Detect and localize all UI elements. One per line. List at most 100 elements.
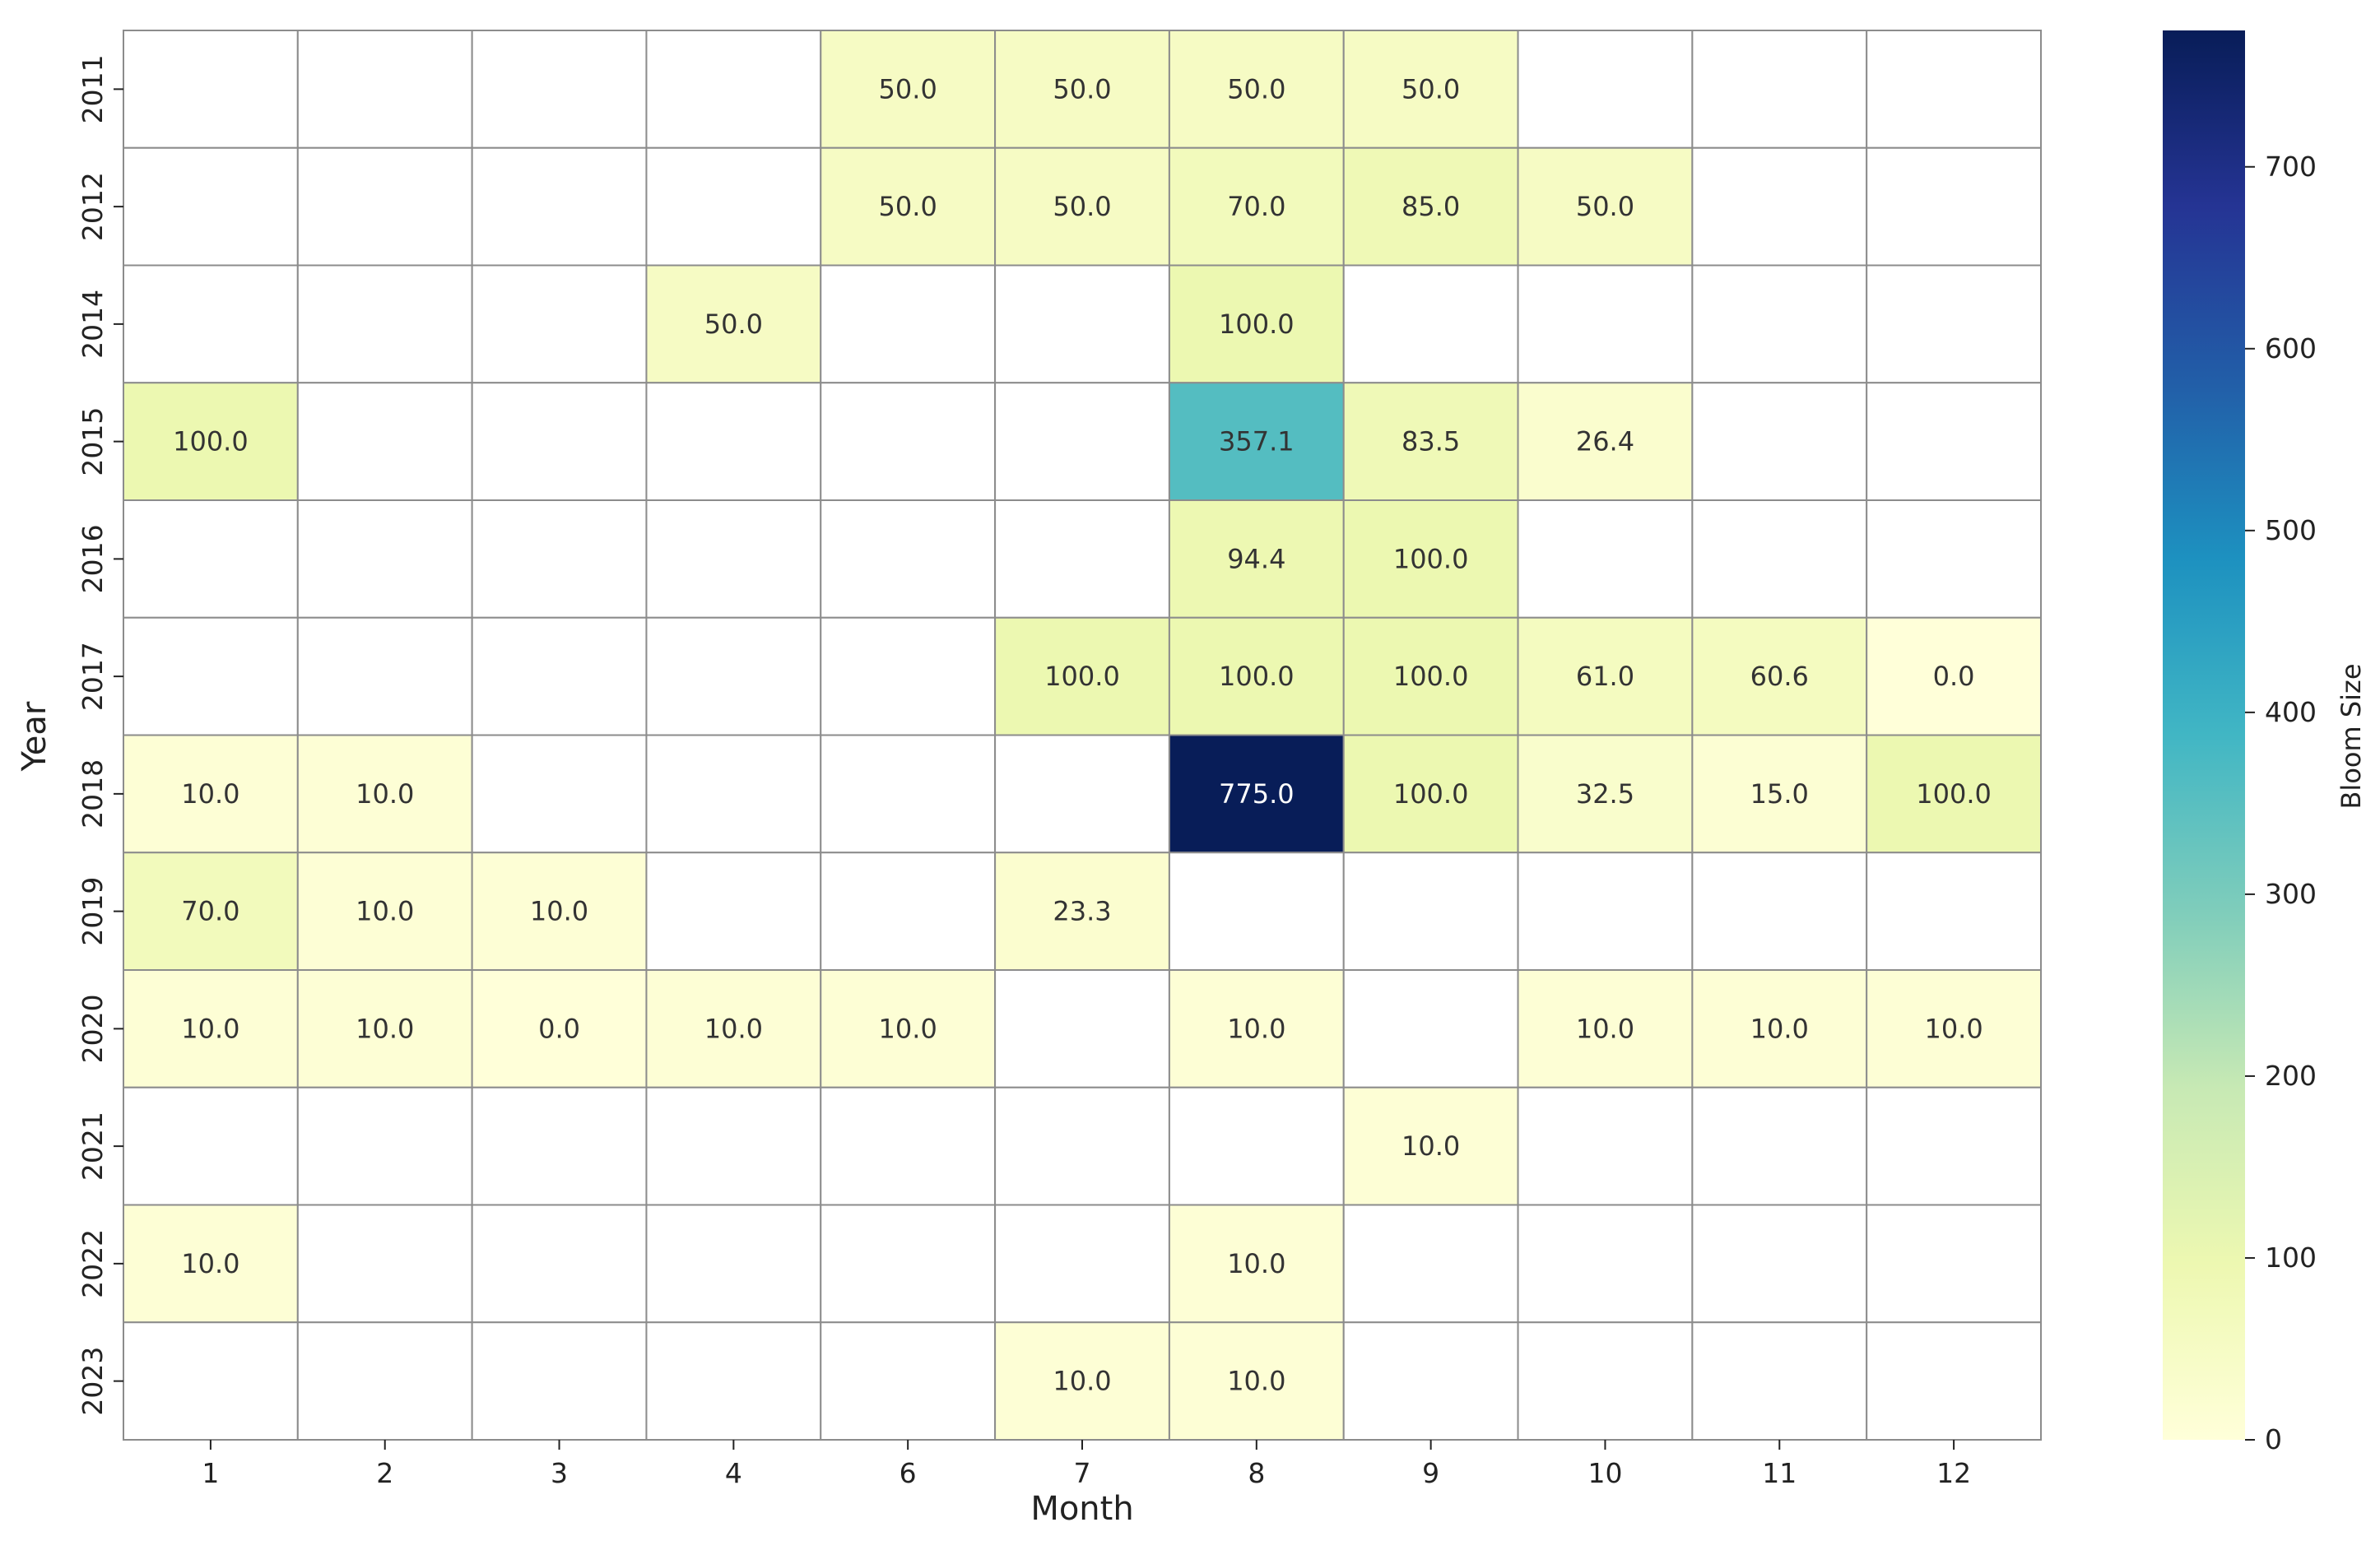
heatmap-cell-empty	[296, 30, 473, 149]
cell-value-label: 23.3	[1053, 896, 1111, 927]
x-tick-label: 7	[1074, 1457, 1091, 1489]
cell-value-label: 94.4	[1227, 543, 1285, 574]
heatmap-cell-empty	[820, 616, 997, 736]
heatmap-cell-empty	[123, 30, 299, 149]
heatmap-cell-empty	[471, 1321, 648, 1441]
heatmap-cell-empty	[1691, 499, 1868, 619]
heatmap-cell	[1342, 734, 1519, 854]
x-tick-label: 2	[376, 1457, 393, 1489]
heatmap-cell-empty	[471, 1086, 648, 1206]
heatmap-cell	[1517, 734, 1694, 854]
heatmap-cell	[1168, 969, 1345, 1088]
heatmap-cell-empty	[1691, 1321, 1868, 1441]
cell-value-label: 10.0	[1227, 1013, 1285, 1044]
cell-value-label: 50.0	[879, 191, 937, 222]
heatmap-cell-empty	[1517, 30, 1694, 149]
heatmap-cell-empty	[1691, 1204, 1868, 1324]
heatmap-cell-empty	[1866, 1086, 2043, 1206]
cell-value-label: 775.0	[1219, 778, 1295, 810]
x-axis-title: Month	[1030, 1490, 1133, 1528]
cell-value-label: 10.0	[704, 1013, 763, 1044]
heatmap-cell-empty	[645, 1204, 822, 1324]
heatmap-cell-empty	[296, 264, 473, 384]
heatmap-cell-empty	[471, 146, 648, 267]
heatmap-cell	[1691, 734, 1868, 854]
heatmap-cell-empty	[123, 616, 299, 736]
heatmap-cell-empty	[820, 734, 997, 854]
heatmap-cell	[296, 969, 473, 1088]
cell-value-label: 50.0	[1053, 73, 1111, 104]
heatmap-cell	[820, 30, 997, 149]
heatmap-cell	[1342, 616, 1519, 736]
y-tick-label: 2014	[77, 290, 109, 359]
heatmap-cell-empty	[1691, 30, 1868, 149]
cell-value-label: 70.0	[181, 896, 239, 927]
x-tick-label: 3	[551, 1457, 568, 1489]
cell-value-label: 10.0	[1227, 1248, 1285, 1279]
heatmap-cell	[296, 734, 473, 854]
cell-value-label: 26.4	[1576, 426, 1634, 457]
heatmap-cell-empty	[820, 499, 997, 619]
heatmap-cell-empty	[296, 499, 473, 619]
heatmap-cell-empty	[123, 264, 299, 384]
heatmap-cell-empty	[994, 1086, 1170, 1206]
heatmap-cell	[994, 1321, 1170, 1441]
cell-value-label: 10.0	[1576, 1013, 1634, 1044]
cell-value-label: 10.0	[356, 896, 414, 927]
heatmap-cell-empty	[1342, 969, 1519, 1088]
cell-value-label: 100.0	[1219, 661, 1295, 692]
cell-value-label: 10.0	[530, 896, 588, 927]
heatmap-cell-empty	[1517, 1321, 1694, 1441]
colorbar-gradient	[2163, 30, 2245, 1440]
cell-value-label: 50.0	[1576, 191, 1634, 222]
heatmap-cell-empty	[1866, 1321, 2043, 1441]
cell-value-label: 50.0	[704, 309, 763, 340]
heatmap-cell-empty	[1866, 1204, 2043, 1324]
x-tick-label: 8	[1248, 1457, 1265, 1489]
x-tick-label: 12	[1936, 1457, 1971, 1489]
colorbar-tick-label: 700	[2265, 151, 2317, 183]
colorbar-tick-label: 300	[2265, 878, 2317, 910]
heatmap-cell-empty	[1866, 146, 2043, 267]
heatmap-cell-empty	[471, 30, 648, 149]
heatmap-cell	[820, 969, 997, 1088]
heatmap-cell	[123, 852, 299, 971]
heatmap-cell-empty	[994, 734, 1170, 854]
heatmap-cell-empty	[123, 1321, 299, 1441]
y-tick-label: 2019	[77, 877, 109, 946]
heatmap-cell	[994, 146, 1170, 267]
heatmap-cell	[1168, 1321, 1345, 1441]
heatmap-cell	[645, 969, 822, 1088]
colorbar-tick-label: 100	[2265, 1242, 2317, 1274]
heatmap-cell-empty	[1342, 1321, 1519, 1441]
x-tick-label: 9	[1422, 1457, 1439, 1489]
y-tick-label: 2012	[77, 172, 109, 241]
heatmap-cells: 50.0 50.0 50.0 50.0 50.0 50.0 70.0 85.0 50.0 50.0…	[123, 30, 2043, 1441]
heatmap-cell-empty	[994, 382, 1170, 501]
heatmap-cell-empty	[1691, 852, 1868, 971]
heatmap-cell-empty	[296, 146, 473, 267]
cell-value-label: 50.0	[1227, 73, 1285, 104]
cell-value-label: 10.0	[181, 778, 239, 810]
cell-value-label: 10.0	[879, 1013, 937, 1044]
heatmap-cell-empty	[1866, 30, 2043, 149]
heatmap-cell-empty	[645, 1321, 822, 1441]
colorbar-title: Bloom Size	[2336, 663, 2367, 809]
heatmap-cell-empty	[820, 1321, 997, 1441]
heatmap-cell-empty	[994, 499, 1170, 619]
heatmap-cell-empty	[1517, 852, 1694, 971]
heatmap-cell	[994, 616, 1170, 736]
cell-value-label: 10.0	[181, 1248, 239, 1279]
cell-value-label: 10.0	[181, 1013, 239, 1044]
cell-value-label: 70.0	[1227, 191, 1285, 222]
heatmap-cell-empty	[1517, 1204, 1694, 1324]
heatmap-cell-empty	[123, 146, 299, 267]
heatmap-cell-empty	[1691, 264, 1868, 384]
heatmap-cell-empty	[645, 30, 822, 149]
y-tick-label: 2015	[77, 407, 109, 476]
cell-value-label: 50.0	[879, 73, 937, 104]
heatmap-cell-empty	[994, 264, 1170, 384]
cell-value-label: 15.0	[1750, 778, 1809, 810]
cell-value-label: 100.0	[1916, 778, 1992, 810]
